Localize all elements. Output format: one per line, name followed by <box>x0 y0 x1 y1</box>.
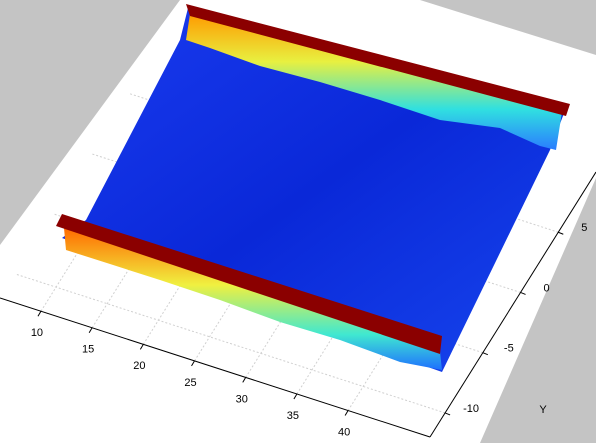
x-tick-label: 35 <box>287 410 299 422</box>
y-tick-label: -5 <box>504 343 514 355</box>
y-tick <box>444 412 451 416</box>
x-tick <box>191 360 195 367</box>
x-tick-label: 10 <box>31 327 43 339</box>
y-tick-label: 0 <box>543 282 549 294</box>
y-axis-label: Y <box>539 404 547 416</box>
x-tick-label: 30 <box>236 393 248 405</box>
x-tick <box>344 410 349 416</box>
front-wall-ridge <box>56 214 442 354</box>
front-wall-fringe <box>64 228 442 370</box>
y-tick <box>558 231 564 235</box>
x-tick <box>293 393 298 400</box>
y-tick-label: -10 <box>463 403 479 415</box>
x-tick <box>37 310 42 317</box>
x-axis-line <box>0 297 431 438</box>
y-tick-label: 5 <box>581 222 587 234</box>
grid-line <box>14 273 446 414</box>
x-tick <box>139 344 144 350</box>
back-wall-ridge <box>186 4 570 116</box>
x-tick-label: 20 <box>133 360 145 372</box>
back-wall-fringe <box>186 14 562 150</box>
x-tick-label: 40 <box>338 426 350 438</box>
x-tick <box>242 377 247 383</box>
x-tick-label: 25 <box>184 377 196 389</box>
x-tick-label: 15 <box>82 344 94 356</box>
y-axis-line <box>429 171 596 438</box>
y-tick <box>520 291 526 295</box>
y-tick <box>482 352 489 356</box>
surface <box>56 4 570 372</box>
x-tick <box>88 327 93 334</box>
